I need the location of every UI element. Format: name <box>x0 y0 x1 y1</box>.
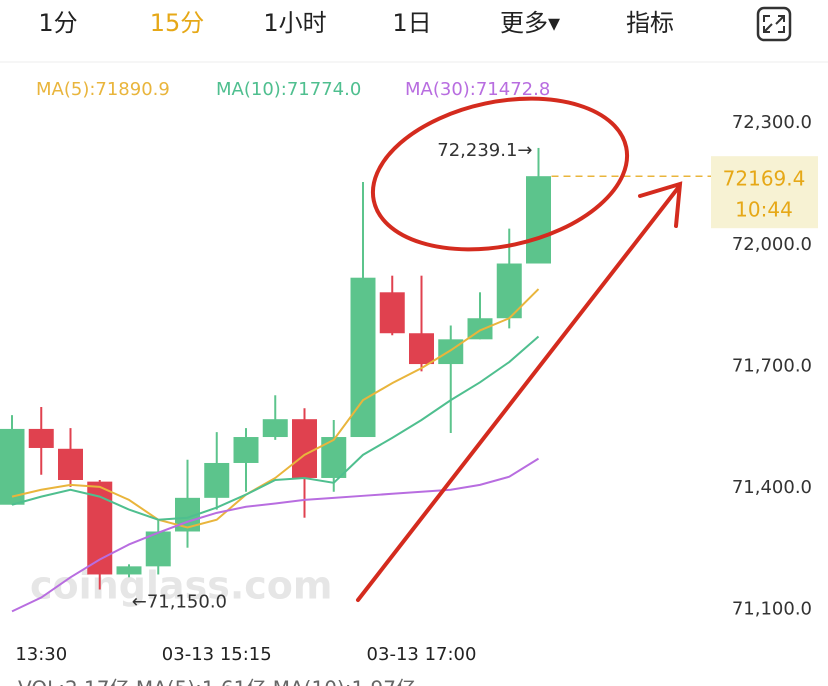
plot: MA(5):71890.9 MA(10):71774.0 MA(30):71472.… <box>0 79 818 665</box>
tab[interactable]: 1分 <box>38 9 77 37</box>
candle-body <box>116 566 142 575</box>
last-price-box <box>711 156 818 229</box>
candle-body <box>321 437 347 478</box>
tab[interactable]: 更多▾ <box>500 9 560 37</box>
last-price-label: 72169.4 <box>723 167 806 191</box>
y-tick-label: 71,700.0 <box>732 355 812 376</box>
low-label: ←71,150.0 <box>132 591 227 612</box>
trend-arrow <box>356 181 683 602</box>
y-tick-label: 72,300.0 <box>732 112 812 133</box>
legend-entry: MA(10):71774.0 <box>216 79 361 100</box>
y-tick-label: 71,100.0 <box>732 599 812 620</box>
candle-body <box>0 428 25 505</box>
fullscreen-button[interactable] <box>756 6 792 42</box>
candle-body <box>58 448 83 480</box>
candle-body <box>292 419 317 478</box>
candle-body <box>28 428 54 448</box>
y-tick-label: 72,000.0 <box>732 234 812 255</box>
tab[interactable]: 1日 <box>392 9 431 37</box>
candle-body <box>438 339 464 365</box>
last-time-label: 10:44 <box>735 198 793 222</box>
candle-body <box>409 333 434 365</box>
tab-bar: 1分 15分 1小时 1日 更多▾ 指标 <box>38 9 674 37</box>
ma-line <box>11 288 540 529</box>
ma-line <box>11 335 540 521</box>
candle-body <box>233 437 259 463</box>
fullscreen-icon <box>763 15 785 33</box>
x-tick-label: 13:30 <box>15 644 67 665</box>
candle-body <box>204 462 230 498</box>
ma-line <box>11 457 540 613</box>
tab[interactable]: 指标 <box>626 9 674 37</box>
highlight-circle <box>370 96 630 252</box>
legend-entry: MA(5):71890.9 <box>36 79 170 100</box>
legend-entry: MA(30):71472.8 <box>405 79 550 100</box>
candle-body <box>526 176 551 264</box>
candle-body <box>145 531 171 567</box>
y-tick-label: 71,400.0 <box>732 477 812 498</box>
tab[interactable]: 15分 <box>150 9 205 37</box>
tab[interactable]: 1小时 <box>263 9 326 37</box>
candle-body <box>262 419 288 438</box>
x-tick-label: 03-13 17:00 <box>367 644 477 665</box>
volume-header: VOL:2.17亿 MA(5):1.61亿 MA(10):1.97亿 <box>18 677 416 686</box>
high-label: 72,239.1→ <box>437 140 532 161</box>
candle-body <box>379 292 405 334</box>
x-tick-label: 03-13 15:15 <box>162 644 272 665</box>
